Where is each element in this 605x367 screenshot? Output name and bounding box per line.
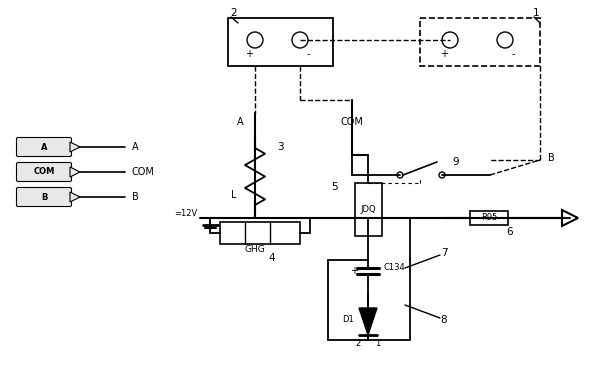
Circle shape [247, 32, 263, 48]
Circle shape [497, 32, 513, 48]
Text: A: A [237, 117, 244, 127]
FancyBboxPatch shape [16, 138, 71, 156]
FancyBboxPatch shape [16, 163, 71, 182]
Text: 3: 3 [276, 142, 283, 152]
Text: JDQ: JDQ [360, 206, 376, 214]
Text: B: B [41, 193, 47, 201]
Text: COM: COM [33, 167, 54, 177]
Text: -: - [511, 49, 515, 59]
Text: +: + [245, 49, 253, 59]
Text: C134: C134 [384, 264, 406, 273]
FancyBboxPatch shape [16, 188, 71, 207]
Bar [470, 211, 508, 225]
Circle shape [292, 32, 308, 48]
Bar [355, 183, 382, 236]
Text: =12V: =12V [174, 208, 197, 218]
Text: 2: 2 [230, 8, 237, 18]
Text: B: B [132, 192, 139, 202]
Text: 1: 1 [533, 8, 540, 18]
Polygon shape [70, 167, 80, 177]
Bar [228, 18, 333, 66]
Text: GHG: GHG [244, 246, 266, 254]
Text: B: B [548, 153, 555, 163]
Text: 5: 5 [332, 182, 338, 192]
Text: L: L [231, 190, 236, 200]
Text: 1: 1 [375, 338, 381, 348]
Text: COM: COM [132, 167, 155, 177]
Text: D1: D1 [342, 316, 354, 324]
Text: R95: R95 [481, 214, 497, 222]
Polygon shape [70, 192, 80, 202]
Text: A: A [41, 142, 47, 152]
Text: COM: COM [341, 117, 364, 127]
Text: 9: 9 [453, 157, 459, 167]
Text: 8: 8 [440, 315, 447, 325]
Polygon shape [70, 142, 80, 152]
Text: -: - [306, 49, 310, 59]
Text: 6: 6 [507, 227, 513, 237]
Bar [420, 18, 540, 66]
Circle shape [439, 172, 445, 178]
Text: 4: 4 [269, 253, 275, 263]
Text: +: + [440, 49, 448, 59]
Bar [220, 222, 300, 244]
Text: 7: 7 [440, 248, 447, 258]
Polygon shape [359, 308, 377, 335]
Circle shape [397, 172, 403, 178]
Text: +: + [350, 266, 358, 276]
Text: 2: 2 [355, 338, 361, 348]
Circle shape [442, 32, 458, 48]
Text: A: A [132, 142, 139, 152]
